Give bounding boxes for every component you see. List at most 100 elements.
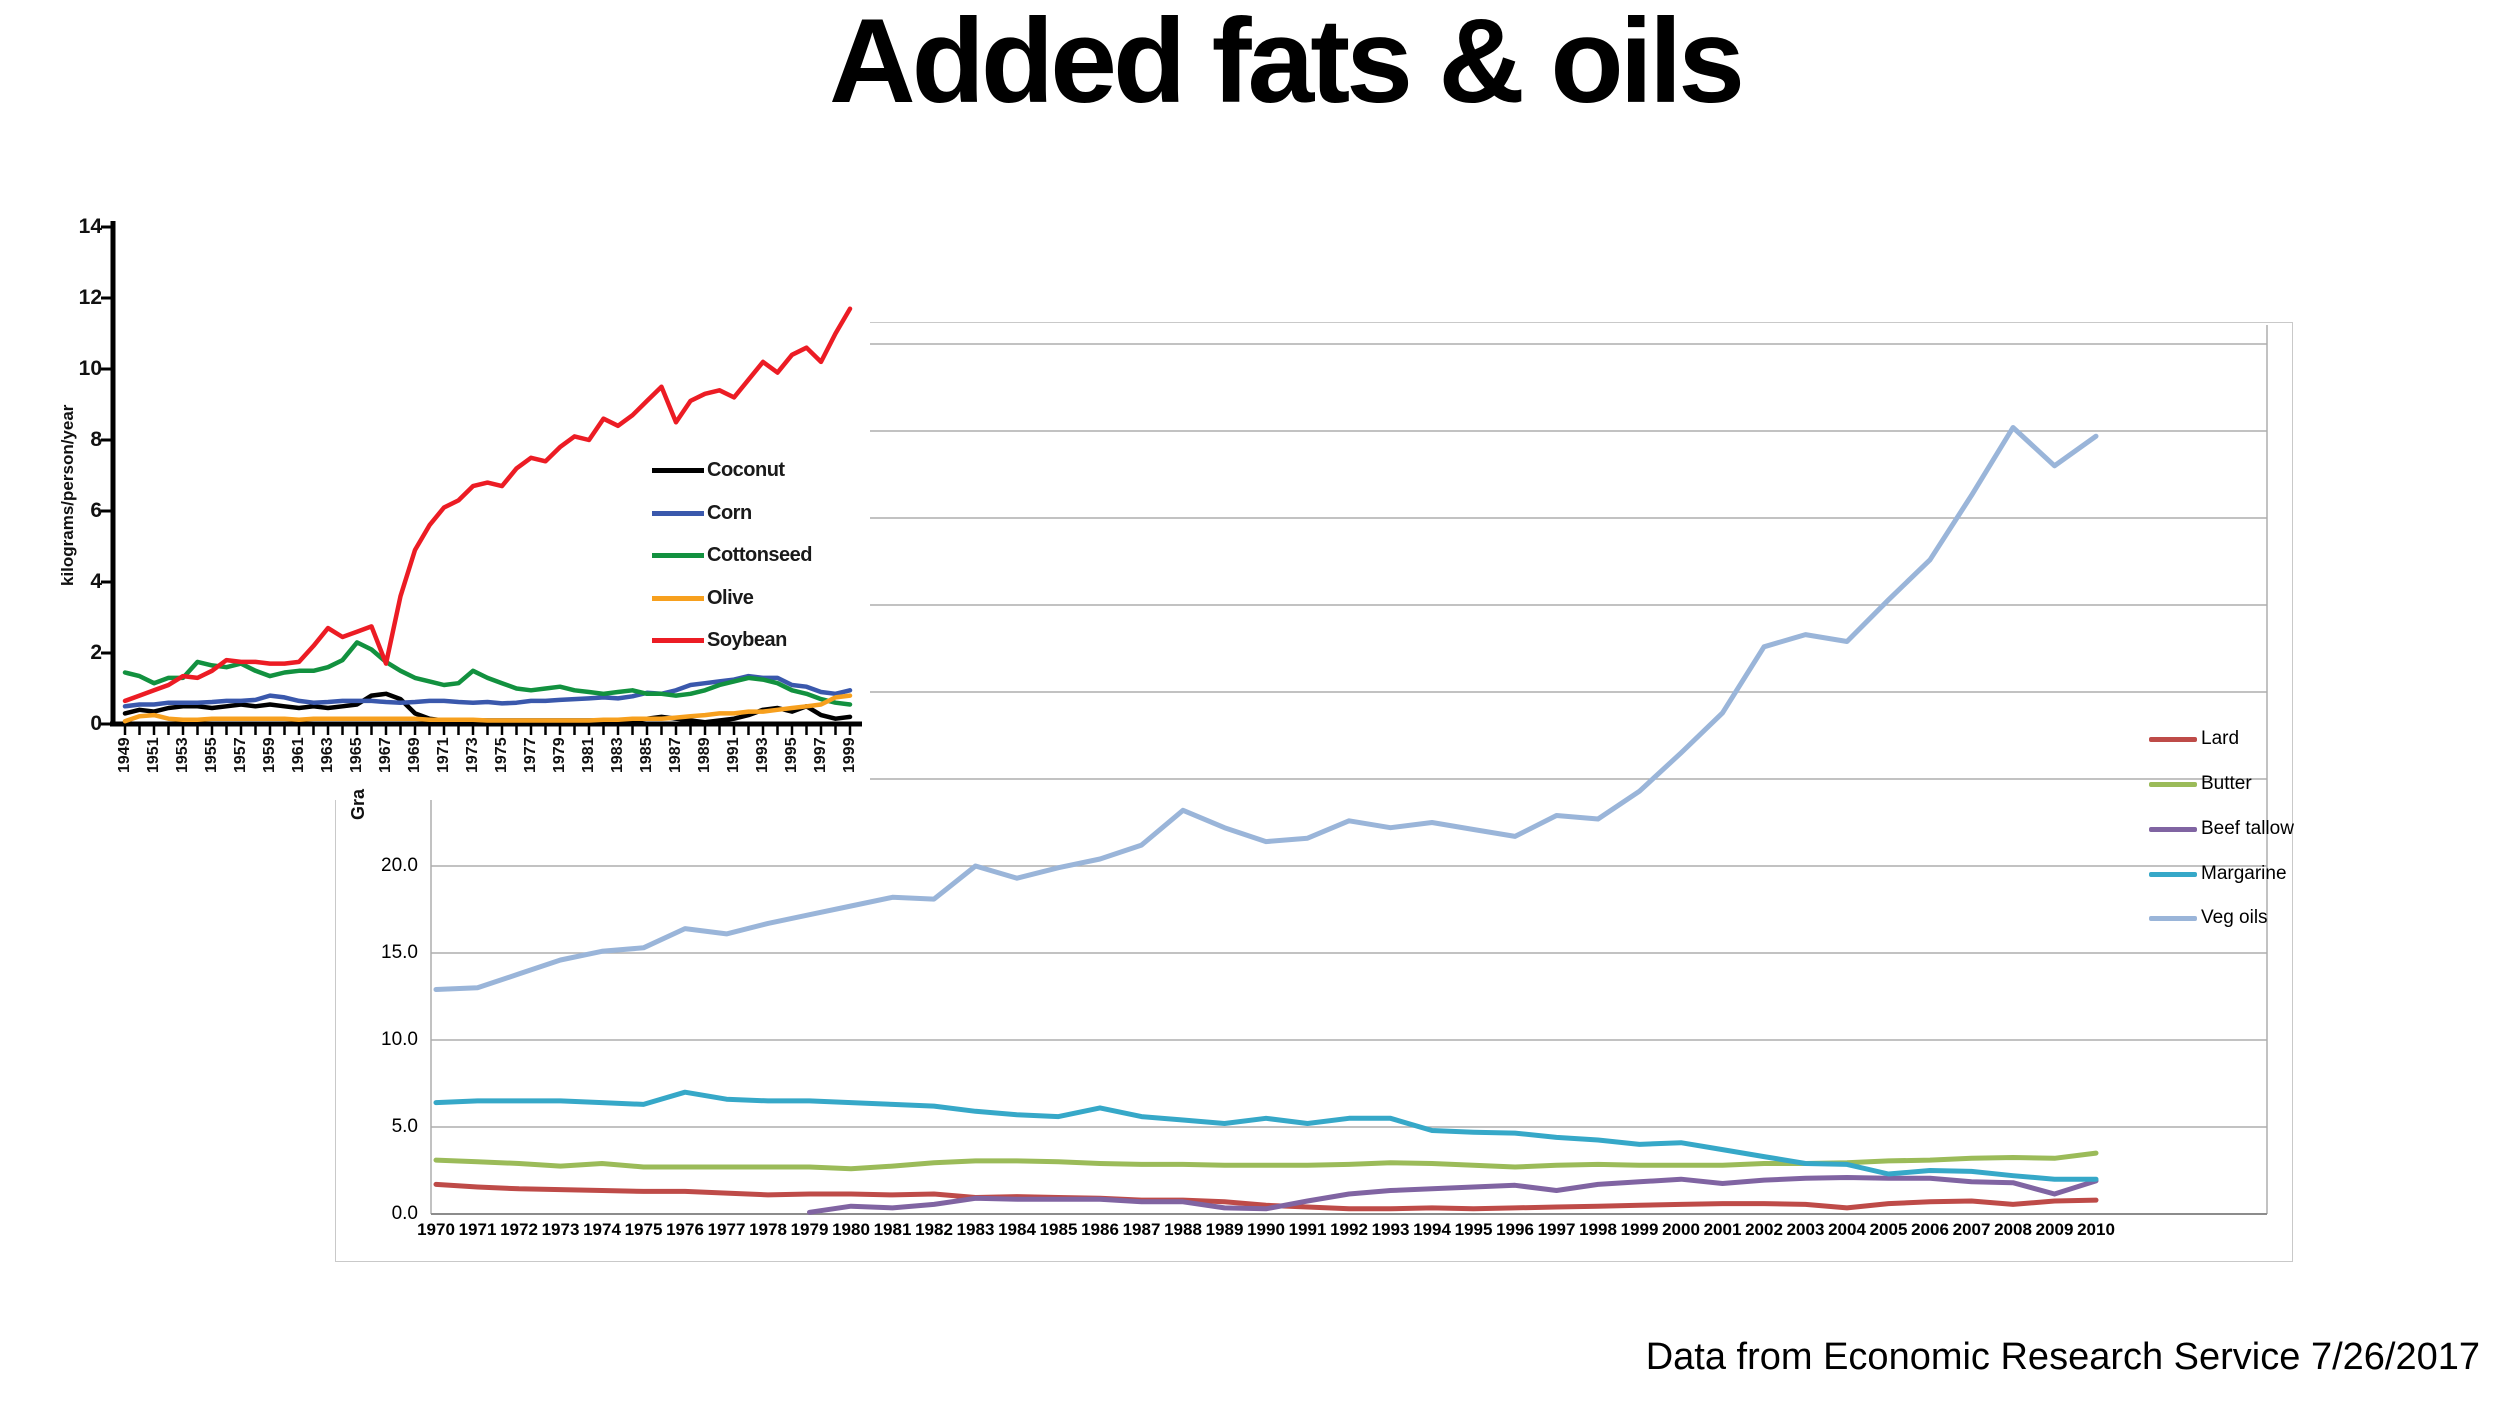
- x-tick-label: 1989: [1205, 1220, 1244, 1239]
- cottonseed-series-line: [122, 640, 853, 707]
- soybean-series-line: [122, 306, 853, 704]
- x-tick-label: 1985: [638, 737, 655, 773]
- x-tick-label: 1977: [522, 737, 539, 773]
- x-tick-label: 1984: [998, 1220, 1036, 1239]
- olive-series-line: [122, 693, 853, 724]
- x-tick-label: 1995: [783, 737, 800, 773]
- x-tick-label: 1951: [145, 737, 162, 773]
- x-tick-label: 2004: [1828, 1220, 1866, 1239]
- lard-line-swatch: [2149, 736, 2197, 742]
- y-tick-label: 8: [90, 428, 102, 451]
- x-tick-label: 1961: [290, 737, 307, 773]
- soybean-line-swatch: [652, 637, 704, 643]
- x-tick-label: 1959: [261, 737, 278, 773]
- x-tick-label: 2005: [1869, 1220, 1908, 1239]
- y-tick-label: 20.0: [381, 855, 418, 876]
- small-chart-plot: [101, 221, 862, 735]
- x-tick-label: 2010: [2077, 1220, 2115, 1239]
- x-tick-label: 1971: [458, 1220, 497, 1239]
- x-tick-label: 1963: [319, 737, 336, 773]
- x-tick-label: 1983: [609, 737, 626, 773]
- veg-oils-line-swatch: [2149, 915, 2197, 921]
- veg-oils-series-line: [433, 425, 2099, 992]
- cottonseed-line-swatch: [652, 552, 704, 558]
- x-tick-label: 1949: [116, 737, 133, 773]
- legend-label: Veg oils: [2201, 907, 2268, 928]
- x-tick-label: 2007: [1952, 1220, 1991, 1239]
- x-tick-label: 1987: [1122, 1220, 1161, 1239]
- legend-label: Margarine: [2201, 863, 2287, 884]
- margarine-line-swatch: [2149, 871, 2197, 877]
- x-tick-label: 1989: [696, 737, 713, 773]
- x-tick-label: 1973: [464, 737, 481, 773]
- small-added-fats-chart: kilograms/person/year Coconut Corn Cotto…: [30, 125, 870, 800]
- x-tick-label: 1979: [551, 737, 568, 773]
- x-tick-label: 1991: [1288, 1220, 1327, 1239]
- x-tick-label: 1986: [1081, 1220, 1119, 1239]
- legend-item-corn: Corn: [652, 501, 752, 525]
- x-tick-label: 1993: [754, 737, 771, 773]
- x-tick-label: 1974: [583, 1220, 621, 1239]
- x-tick-label: 2008: [1994, 1220, 2032, 1239]
- x-tick-label: 1969: [406, 737, 423, 773]
- x-tick-label: 2000: [1662, 1220, 1700, 1239]
- lard-series-line: [433, 1181, 2099, 1212]
- legend-label: Olive: [707, 586, 754, 609]
- small-chart-y-axis-title: kilograms/person/year: [58, 404, 77, 586]
- corn-line-swatch: [652, 510, 704, 516]
- x-tick-label: 1992: [1330, 1220, 1368, 1239]
- x-tick-label: 2006: [1911, 1220, 1949, 1239]
- x-tick-label: 1978: [749, 1220, 787, 1239]
- y-tick-label: 6: [90, 499, 102, 522]
- x-tick-label: 1982: [915, 1220, 953, 1239]
- y-tick-label: 4: [90, 570, 102, 593]
- x-tick-label: 1955: [203, 737, 220, 773]
- margarine-series-line: [433, 1089, 2099, 1182]
- legend-label: Lard: [2201, 728, 2240, 749]
- x-tick-label: 1994: [1413, 1220, 1451, 1239]
- butter-line-swatch: [2149, 781, 2197, 787]
- y-tick-label: 10: [78, 357, 102, 380]
- legend-item-beef-tallow: Beef tallow: [2149, 817, 2294, 841]
- legend-item-olive: Olive: [652, 586, 754, 610]
- legend-item-coconut: Coconut: [652, 458, 785, 482]
- x-tick-label: 1998: [1579, 1220, 1617, 1239]
- x-tick-label: 1972: [500, 1220, 538, 1239]
- x-tick-label: 1987: [667, 737, 684, 773]
- legend-label: Butter: [2201, 773, 2252, 794]
- corn-series-line: [122, 673, 853, 709]
- y-tick-label: 0.0: [391, 1203, 418, 1224]
- legend-label: Coconut: [707, 458, 785, 481]
- coconut-line-swatch: [652, 467, 704, 473]
- legend-item-butter: Butter: [2149, 772, 2252, 796]
- x-tick-label: 1991: [725, 737, 742, 773]
- x-tick-label: 1979: [790, 1220, 829, 1239]
- y-tick-label: 12: [78, 286, 102, 309]
- x-tick-label: 1997: [812, 737, 829, 773]
- x-tick-label: 2003: [1786, 1220, 1825, 1239]
- page-title: Added fats & oils: [828, 0, 1745, 128]
- legend-item-lard: Lard: [2149, 727, 2239, 751]
- x-tick-label: 1957: [232, 737, 249, 773]
- x-tick-label: 1983: [956, 1220, 995, 1239]
- y-tick-label: 15.0: [381, 942, 418, 963]
- y-tick-label: 2: [90, 641, 102, 664]
- x-tick-label: 1977: [707, 1220, 746, 1239]
- x-tick-label: 2002: [1745, 1220, 1783, 1239]
- x-tick-label: 1999: [1620, 1220, 1659, 1239]
- legend-label: Corn: [707, 501, 752, 524]
- legend-item-soybean: Soybean: [652, 628, 787, 652]
- x-tick-label: 1990: [1247, 1220, 1285, 1239]
- olive-line-swatch: [652, 595, 704, 601]
- beef-tallow-series-line: [807, 1175, 2099, 1215]
- x-tick-label: 1993: [1371, 1220, 1410, 1239]
- x-tick-label: 1973: [541, 1220, 580, 1239]
- x-tick-label: 1988: [1164, 1220, 1202, 1239]
- legend-item-margarine: Margarine: [2149, 862, 2287, 886]
- x-tick-label: 2001: [1703, 1220, 1742, 1239]
- beef-tallow-line-swatch: [2149, 826, 2197, 832]
- x-tick-label: 1976: [666, 1220, 704, 1239]
- x-tick-label: 1995: [1454, 1220, 1493, 1239]
- x-tick-label: 1975: [493, 737, 510, 773]
